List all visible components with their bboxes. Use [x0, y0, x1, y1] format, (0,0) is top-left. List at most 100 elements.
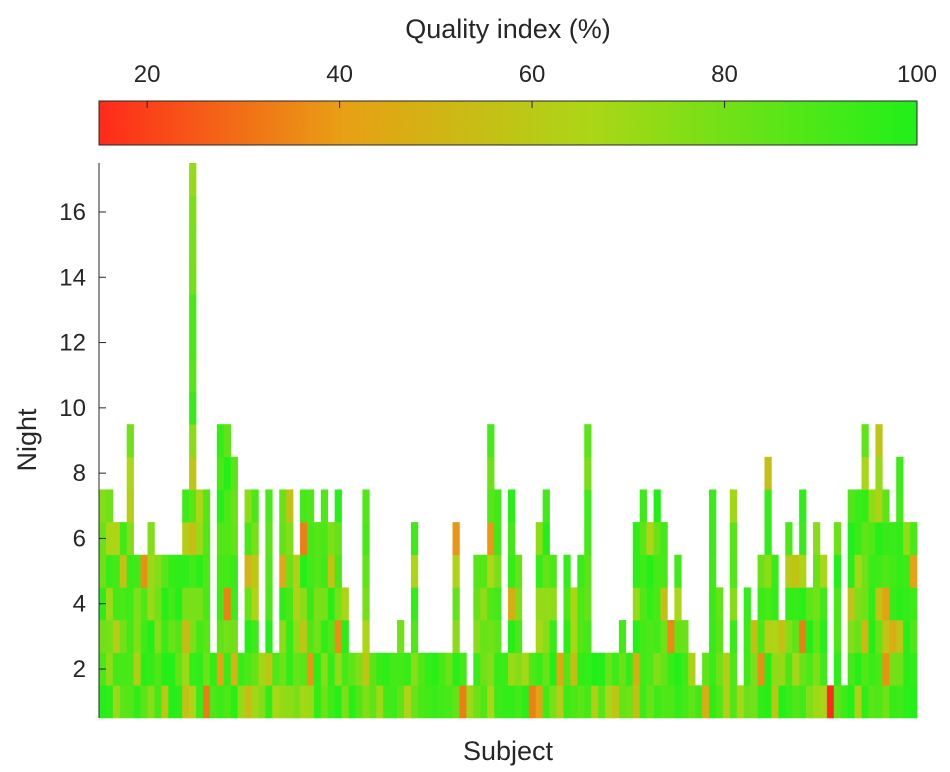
heatmap-cell [480, 587, 488, 621]
heatmap-cell [300, 685, 308, 719]
heatmap-cell [660, 685, 668, 719]
heatmap-cell [369, 685, 377, 719]
heatmap-cell [244, 554, 252, 588]
heatmap-cell [868, 554, 876, 588]
heatmap-cell [632, 587, 641, 621]
heatmap-cell [833, 554, 842, 588]
heatmap-cell [729, 685, 738, 719]
heatmap-cell [410, 522, 419, 556]
heatmap-cell [362, 620, 370, 654]
heatmap-cell [508, 587, 516, 621]
heatmap-cell [223, 522, 232, 556]
heatmap-cell [410, 685, 419, 719]
colorbar-tick-label: 20 [134, 61, 161, 88]
heatmap-cell [785, 522, 793, 556]
heatmap-cell [196, 522, 204, 556]
heatmap-cell [327, 620, 335, 654]
heatmap-cell [792, 685, 800, 719]
heatmap-cell [265, 685, 273, 719]
heatmap-cell [473, 652, 481, 686]
heatmap-cell [715, 620, 724, 654]
heatmap-cell [639, 620, 647, 654]
heatmap-cell [875, 522, 883, 556]
heatmap-cell [293, 652, 301, 686]
heatmap-cell [168, 685, 176, 719]
heatmap-cell [334, 620, 342, 654]
heatmap-cell [202, 522, 211, 556]
y-tick-label: 14 [59, 264, 86, 291]
heatmap-cell [556, 652, 564, 686]
heatmap-cell [154, 685, 162, 719]
heatmap-cell [175, 620, 183, 654]
heatmap-cell [459, 685, 467, 719]
heatmap-cell [230, 620, 238, 654]
heatmap-cell [910, 652, 918, 686]
heatmap-cell [327, 652, 335, 686]
heatmap-cell [147, 587, 155, 621]
heatmap-cell [639, 522, 647, 556]
heatmap-cell [813, 522, 821, 556]
heatmap-cell [105, 554, 114, 588]
heatmap-cell [799, 620, 807, 654]
heatmap-cell [431, 685, 439, 719]
heatmap-cell [175, 587, 183, 621]
heatmap-cell [216, 489, 225, 523]
heatmap-cell [99, 489, 107, 523]
heatmap-cell [189, 620, 197, 654]
heatmap-cell [126, 522, 134, 556]
heatmap-cell [833, 652, 842, 686]
heatmap-cell [99, 685, 107, 719]
heatmap-cell [556, 685, 564, 719]
heatmap-cell [119, 620, 128, 654]
heatmap-cell [334, 489, 342, 523]
heatmap-cell [279, 489, 287, 523]
heatmap-cell [813, 652, 821, 686]
heatmap-cell [487, 652, 495, 686]
heatmap-cell [715, 587, 724, 621]
heatmap-cell [126, 554, 134, 588]
heatmap-cell [847, 554, 855, 588]
heatmap-cell [549, 554, 557, 588]
heatmap-cell [667, 620, 675, 654]
heatmap-cell [258, 685, 266, 719]
heatmap-cell [729, 652, 738, 686]
heatmap-cell [764, 685, 772, 719]
heatmap-cell [202, 489, 211, 523]
heatmap-cell [639, 685, 647, 719]
heatmap-cell [223, 489, 232, 523]
heatmap-cell [771, 685, 779, 719]
heatmap-cell [306, 587, 315, 621]
heatmap-cell [431, 652, 439, 686]
heatmap-cell [709, 522, 717, 556]
heatmap-cell [577, 554, 585, 588]
heatmap-cell [508, 620, 516, 654]
heatmap-cell [279, 685, 287, 719]
heatmap-cell [293, 620, 301, 654]
heatmap-cell [903, 554, 911, 588]
heatmap-cell [196, 652, 204, 686]
heatmap-cell [487, 456, 495, 490]
heatmap-cell [161, 554, 169, 588]
heatmap-cell [819, 587, 828, 621]
heatmap-cell [140, 620, 148, 654]
heatmap-cell [410, 554, 419, 588]
heatmap-cell [910, 554, 918, 588]
heatmap-cell [480, 685, 488, 719]
heatmap-cell [216, 522, 225, 556]
heatmap-cell [889, 522, 897, 556]
heatmap-cell [514, 554, 523, 588]
heatmap-cell [334, 685, 342, 719]
heatmap-cell [105, 652, 114, 686]
heatmap-cell [182, 652, 190, 686]
heatmap-cell [216, 652, 225, 686]
heatmap-cell [230, 554, 238, 588]
heatmap-cell [251, 685, 259, 719]
heatmap-cell [196, 685, 204, 719]
heatmap-cell [563, 587, 571, 621]
heatmap-cell [702, 685, 710, 719]
heatmap-cell [702, 652, 710, 686]
heatmap-cell [99, 554, 107, 588]
heatmap-cell [286, 489, 294, 523]
heatmap-cell [327, 522, 335, 556]
heatmap-cell [251, 587, 259, 621]
